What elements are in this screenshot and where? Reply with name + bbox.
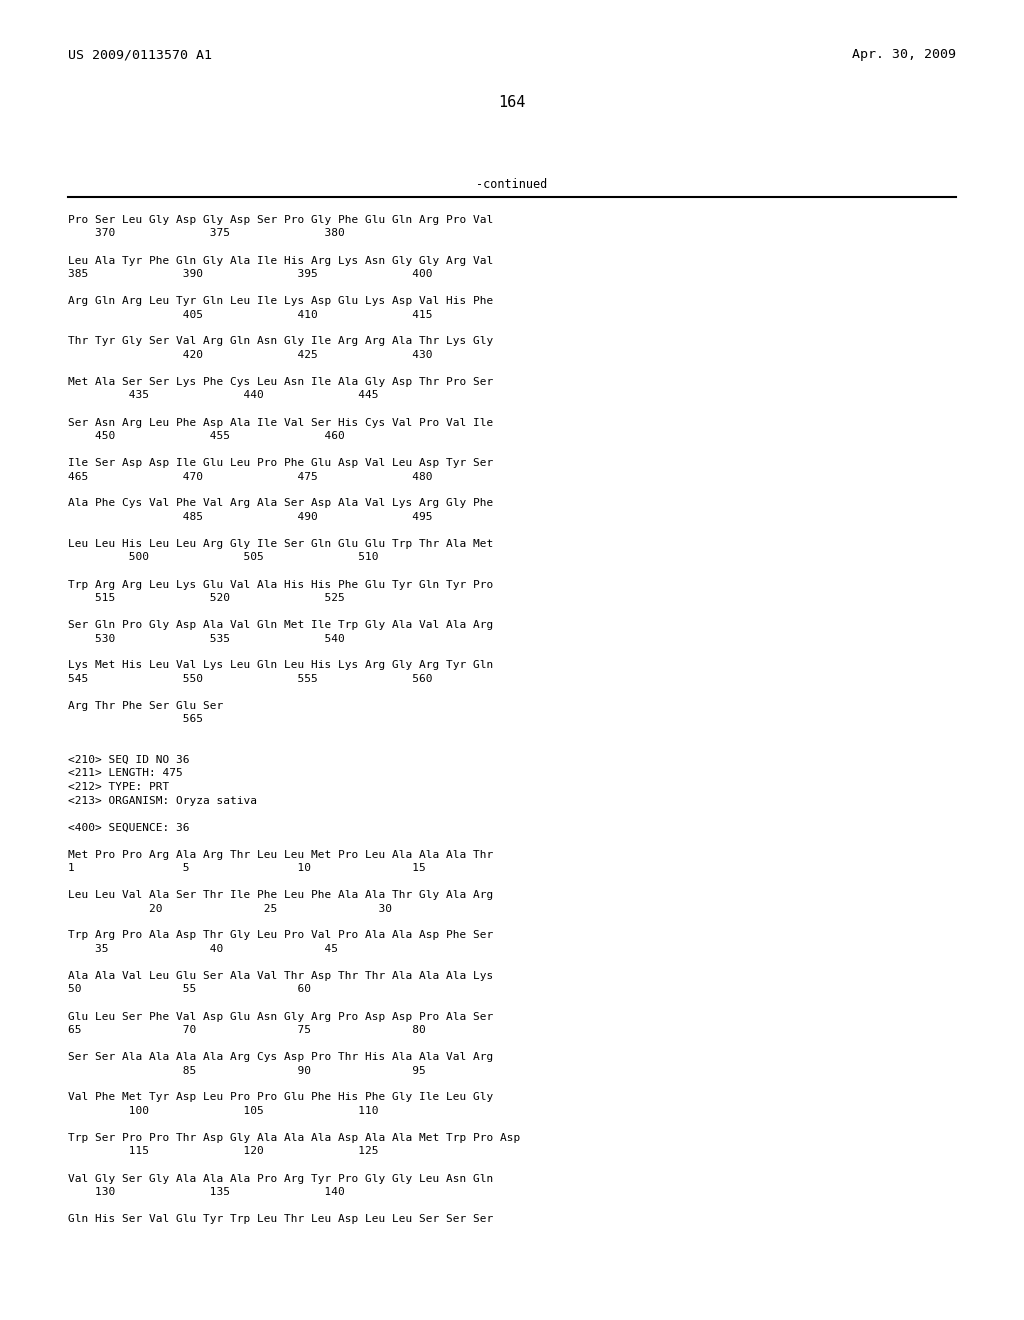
Text: Thr Tyr Gly Ser Val Arg Gln Asn Gly Ile Arg Arg Ala Thr Lys Gly: Thr Tyr Gly Ser Val Arg Gln Asn Gly Ile … [68,337,494,346]
Text: Trp Arg Arg Leu Lys Glu Val Ala His His Phe Glu Tyr Gln Tyr Pro: Trp Arg Arg Leu Lys Glu Val Ala His His … [68,579,494,590]
Text: 35               40               45: 35 40 45 [68,944,338,954]
Text: Val Gly Ser Gly Ala Ala Ala Pro Arg Tyr Pro Gly Gly Leu Asn Gln: Val Gly Ser Gly Ala Ala Ala Pro Arg Tyr … [68,1173,494,1184]
Text: Lys Met His Leu Val Lys Leu Gln Leu His Lys Arg Gly Arg Tyr Gln: Lys Met His Leu Val Lys Leu Gln Leu His … [68,660,494,671]
Text: Glu Leu Ser Phe Val Asp Glu Asn Gly Arg Pro Asp Asp Pro Ala Ser: Glu Leu Ser Phe Val Asp Glu Asn Gly Arg … [68,1011,494,1022]
Text: <211> LENGTH: 475: <211> LENGTH: 475 [68,768,182,779]
Text: Ile Ser Asp Asp Ile Glu Leu Pro Phe Glu Asp Val Leu Asp Tyr Ser: Ile Ser Asp Asp Ile Glu Leu Pro Phe Glu … [68,458,494,469]
Text: 370              375              380: 370 375 380 [68,228,345,239]
Text: 1                5                10               15: 1 5 10 15 [68,863,426,873]
Text: 450              455              460: 450 455 460 [68,432,345,441]
Text: 20               25               30: 20 25 30 [68,903,392,913]
Text: Ser Ser Ala Ala Ala Ala Arg Cys Asp Pro Thr His Ala Ala Val Arg: Ser Ser Ala Ala Ala Ala Arg Cys Asp Pro … [68,1052,494,1063]
Text: Val Phe Met Tyr Asp Leu Pro Pro Glu Phe His Phe Gly Ile Leu Gly: Val Phe Met Tyr Asp Leu Pro Pro Glu Phe … [68,1093,494,1102]
Text: 420              425              430: 420 425 430 [68,350,432,360]
Text: <213> ORGANISM: Oryza sativa: <213> ORGANISM: Oryza sativa [68,796,257,805]
Text: Arg Gln Arg Leu Tyr Gln Leu Ile Lys Asp Glu Lys Asp Val His Phe: Arg Gln Arg Leu Tyr Gln Leu Ile Lys Asp … [68,296,494,306]
Text: 50               55               60: 50 55 60 [68,985,311,994]
Text: Leu Ala Tyr Phe Gln Gly Ala Ile His Arg Lys Asn Gly Gly Arg Val: Leu Ala Tyr Phe Gln Gly Ala Ile His Arg … [68,256,494,265]
Text: 405              410              415: 405 410 415 [68,309,432,319]
Text: Ala Phe Cys Val Phe Val Arg Ala Ser Asp Ala Val Lys Arg Gly Phe: Ala Phe Cys Val Phe Val Arg Ala Ser Asp … [68,499,494,508]
Text: 465              470              475              480: 465 470 475 480 [68,471,432,482]
Text: Ala Ala Val Leu Glu Ser Ala Val Thr Asp Thr Thr Ala Ala Ala Lys: Ala Ala Val Leu Glu Ser Ala Val Thr Asp … [68,972,494,981]
Text: Trp Arg Pro Ala Asp Thr Gly Leu Pro Val Pro Ala Ala Asp Phe Ser: Trp Arg Pro Ala Asp Thr Gly Leu Pro Val … [68,931,494,940]
Text: 85               90               95: 85 90 95 [68,1065,426,1076]
Text: Ser Gln Pro Gly Asp Ala Val Gln Met Ile Trp Gly Ala Val Ala Arg: Ser Gln Pro Gly Asp Ala Val Gln Met Ile … [68,620,494,630]
Text: Met Ala Ser Ser Lys Phe Cys Leu Asn Ile Ala Gly Asp Thr Pro Ser: Met Ala Ser Ser Lys Phe Cys Leu Asn Ile … [68,378,494,387]
Text: Leu Leu Val Ala Ser Thr Ile Phe Leu Phe Ala Ala Thr Gly Ala Arg: Leu Leu Val Ala Ser Thr Ile Phe Leu Phe … [68,890,494,900]
Text: 385              390              395              400: 385 390 395 400 [68,269,432,279]
Text: <210> SEQ ID NO 36: <210> SEQ ID NO 36 [68,755,189,766]
Text: Gln His Ser Val Glu Tyr Trp Leu Thr Leu Asp Leu Leu Ser Ser Ser: Gln His Ser Val Glu Tyr Trp Leu Thr Leu … [68,1214,494,1224]
Text: 130              135              140: 130 135 140 [68,1187,345,1197]
Text: 115              120              125: 115 120 125 [68,1147,379,1156]
Text: 100              105              110: 100 105 110 [68,1106,379,1115]
Text: <212> TYPE: PRT: <212> TYPE: PRT [68,781,169,792]
Text: 65               70               75               80: 65 70 75 80 [68,1026,426,1035]
Text: 164: 164 [499,95,525,110]
Text: 485              490              495: 485 490 495 [68,512,432,521]
Text: Apr. 30, 2009: Apr. 30, 2009 [852,48,956,61]
Text: US 2009/0113570 A1: US 2009/0113570 A1 [68,48,212,61]
Text: Trp Ser Pro Pro Thr Asp Gly Ala Ala Ala Asp Ala Ala Met Trp Pro Asp: Trp Ser Pro Pro Thr Asp Gly Ala Ala Ala … [68,1133,520,1143]
Text: 435              440              445: 435 440 445 [68,391,379,400]
Text: Pro Ser Leu Gly Asp Gly Asp Ser Pro Gly Phe Glu Gln Arg Pro Val: Pro Ser Leu Gly Asp Gly Asp Ser Pro Gly … [68,215,494,224]
Text: Leu Leu His Leu Leu Arg Gly Ile Ser Gln Glu Glu Trp Thr Ala Met: Leu Leu His Leu Leu Arg Gly Ile Ser Gln … [68,539,494,549]
Text: -continued: -continued [476,178,548,191]
Text: Ser Asn Arg Leu Phe Asp Ala Ile Val Ser His Cys Val Pro Val Ile: Ser Asn Arg Leu Phe Asp Ala Ile Val Ser … [68,417,494,428]
Text: Met Pro Pro Arg Ala Arg Thr Leu Leu Met Pro Leu Ala Ala Ala Thr: Met Pro Pro Arg Ala Arg Thr Leu Leu Met … [68,850,494,859]
Text: <400> SEQUENCE: 36: <400> SEQUENCE: 36 [68,822,189,833]
Text: 500              505              510: 500 505 510 [68,553,379,562]
Text: Arg Thr Phe Ser Glu Ser: Arg Thr Phe Ser Glu Ser [68,701,223,711]
Text: 565: 565 [68,714,203,725]
Text: 530              535              540: 530 535 540 [68,634,345,644]
Text: 515              520              525: 515 520 525 [68,593,345,603]
Text: 545              550              555              560: 545 550 555 560 [68,675,432,684]
